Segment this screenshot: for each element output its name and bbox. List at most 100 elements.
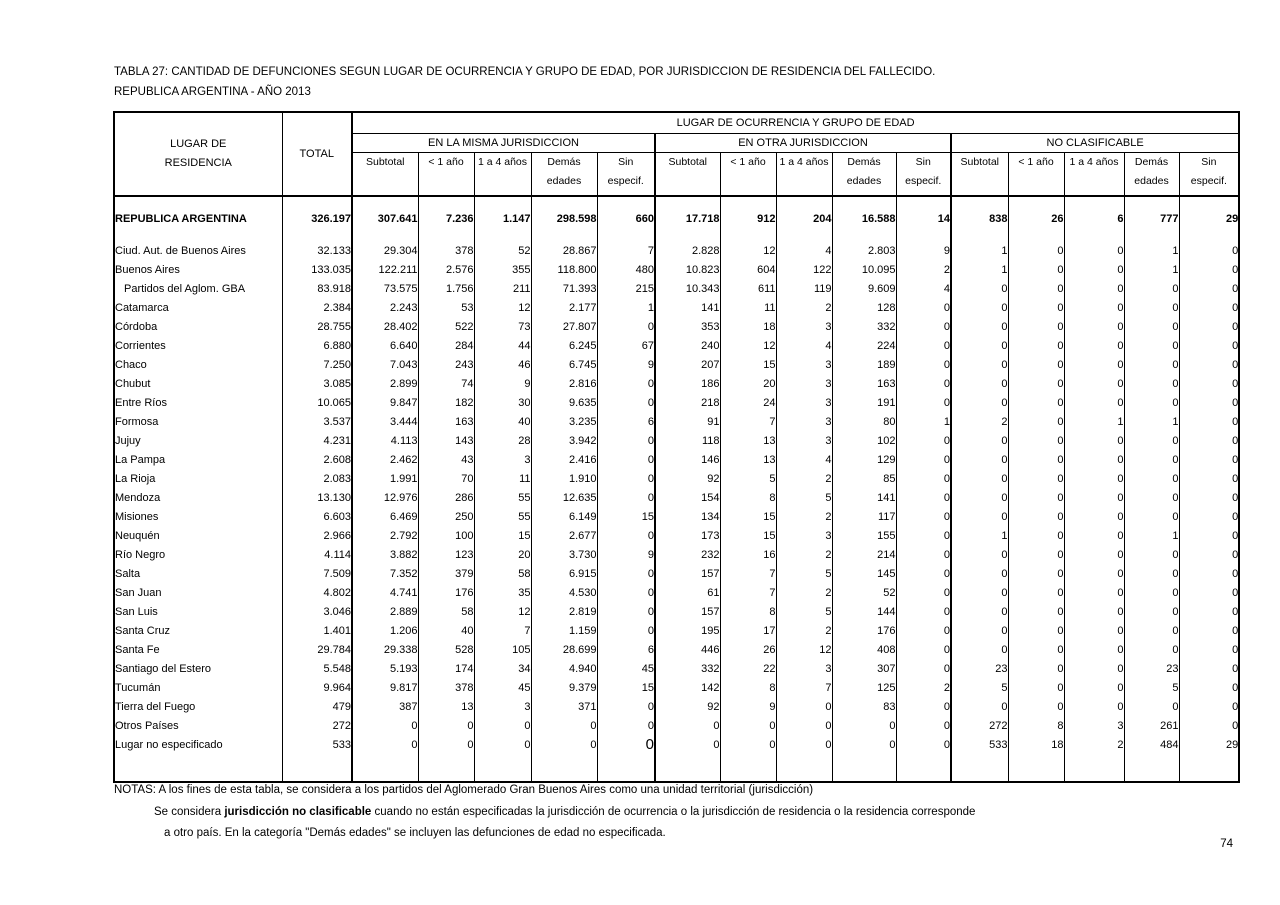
- data-cell: 2.384: [281, 298, 352, 317]
- data-cell: 157: [654, 564, 720, 583]
- data-cell: 5: [775, 488, 832, 507]
- data-cell: 0: [1063, 659, 1124, 678]
- note-line-1: NOTAS: A los fines de esta tabla, se con…: [114, 784, 814, 796]
- data-cell: 2.803: [831, 241, 896, 260]
- data-cell: 55: [473, 488, 531, 507]
- table-row: Corrientes 6.880 6.640 284 44 6.245 67 240 12 4 22…: [114, 336, 1240, 355]
- data-cell: 0: [1178, 678, 1240, 697]
- data-cell: 0: [596, 526, 655, 545]
- data-cell: 0: [473, 716, 531, 735]
- data-cell: 3: [775, 431, 832, 450]
- data-cell: 5: [719, 469, 776, 488]
- data-cell: 0: [1063, 241, 1124, 260]
- data-cell: 3.882: [351, 545, 418, 564]
- data-cell: 0: [1178, 241, 1240, 260]
- data-cell: 0: [950, 545, 1008, 564]
- data-cell: 9.964: [281, 678, 352, 697]
- data-cell: 0: [775, 716, 832, 735]
- data-cell: 0: [1007, 659, 1064, 678]
- data-cell: 0: [417, 716, 474, 735]
- data-cell: 1: [950, 241, 1008, 260]
- data-cell: 0: [950, 336, 1008, 355]
- data-cell: 0: [1063, 564, 1124, 583]
- table-row: Mendoza 13.130 12.976 286 55 12.635 0 154 8 5 141 0…: [114, 488, 1240, 507]
- data-cell: 0: [1178, 545, 1240, 564]
- data-cell: 118.800: [530, 260, 597, 279]
- data-cell: 0: [950, 374, 1008, 393]
- data-cell: 0: [1007, 469, 1064, 488]
- data-cell: 5.193: [351, 659, 418, 678]
- data-cell: 0: [1063, 697, 1124, 716]
- data-cell: 154: [654, 488, 720, 507]
- data-cell: 211: [473, 279, 531, 298]
- row-label: Partidos del Aglom. GBA: [124, 282, 246, 295]
- data-cell: 3: [1063, 716, 1124, 735]
- data-cell: 16: [719, 545, 776, 564]
- data-cell: 34: [473, 659, 531, 678]
- row-label: Formosa: [115, 415, 159, 428]
- data-cell: 145: [831, 564, 896, 583]
- data-cell: [473, 754, 531, 782]
- data-cell: 408: [831, 640, 896, 659]
- data-cell: 298.598: [530, 196, 597, 241]
- data-cell: 102: [831, 431, 896, 450]
- data-cell: 6.469: [351, 507, 418, 526]
- data-cell: 1: [895, 412, 951, 431]
- data-cell: 71.393: [530, 279, 597, 298]
- data-cell: 0: [895, 583, 951, 602]
- data-cell: [1123, 754, 1179, 782]
- data-cell: 7.043: [351, 355, 418, 374]
- data-cell: 3: [775, 659, 832, 678]
- data-cell: 0: [1123, 317, 1179, 336]
- data-cell: 3: [775, 526, 832, 545]
- data-cell: 7.236: [417, 196, 474, 241]
- table-row: [114, 754, 1240, 782]
- col-header-sub-0-1: < 1 año: [417, 152, 474, 197]
- col-header-sub-2-0: Subtotal: [950, 152, 1008, 197]
- data-cell: 15: [596, 507, 655, 526]
- data-cell: 224: [831, 336, 896, 355]
- data-cell: 0: [895, 735, 951, 754]
- data-cell: 2: [775, 469, 832, 488]
- table-row: San Juan 4.802 4.741 176 35 4.530 0 61 7 2 52 0 0 0 0 0…: [114, 583, 1240, 602]
- data-cell: 0: [895, 450, 951, 469]
- data-cell: 0: [1007, 279, 1064, 298]
- data-cell: 0: [895, 697, 951, 716]
- data-cell: 176: [417, 583, 474, 602]
- data-cell: 143: [417, 431, 474, 450]
- note-line-2: Se considera jurisdicción no clasificabl…: [154, 805, 976, 818]
- row-label: La Pampa: [115, 453, 166, 466]
- data-cell: 0: [1007, 317, 1064, 336]
- data-cell: 533: [281, 735, 352, 754]
- data-cell: 0: [596, 469, 655, 488]
- data-cell: 0: [1007, 678, 1064, 697]
- data-cell: 0: [1063, 260, 1124, 279]
- data-cell: 0: [895, 526, 951, 545]
- data-cell: 2.608: [281, 450, 352, 469]
- data-cell: 0: [1123, 507, 1179, 526]
- data-cell: 26: [719, 640, 776, 659]
- data-cell: 4.114: [281, 545, 352, 564]
- data-cell: 0: [895, 374, 951, 393]
- col-header-group-title: LUGAR DE OCURRENCIA Y GRUPO DE EDAD: [350, 112, 1240, 134]
- data-cell: 2.083: [281, 469, 352, 488]
- data-cell: 0: [596, 374, 655, 393]
- data-cell: 0: [1178, 602, 1240, 621]
- data-cell: 2.416: [530, 450, 597, 469]
- table-row: Formosa 3.537 3.444 163 40 3.235 6 91 7 3 80 1 2 0 1 1 0: [114, 412, 1240, 431]
- data-cell: 0: [1063, 317, 1124, 336]
- data-cell: 174: [417, 659, 474, 678]
- data-cell: 0: [895, 488, 951, 507]
- row-label: San Juan: [115, 586, 162, 599]
- data-cell: 0: [1123, 545, 1179, 564]
- data-cell: 2: [775, 298, 832, 317]
- data-cell: 58: [417, 602, 474, 621]
- data-cell: 232: [654, 545, 720, 564]
- row-label: La Rioja: [115, 472, 156, 485]
- col-header-sub-1-4: Sin especif.: [895, 152, 951, 197]
- data-cell: 157: [654, 602, 720, 621]
- data-cell: 0: [895, 545, 951, 564]
- table-row: Chaco 7.250 7.043 243 46 6.745 9 207 15 3 189 0 0 0 0 0…: [114, 355, 1240, 374]
- data-cell: 0: [1007, 412, 1064, 431]
- row-label: San Luis: [115, 605, 158, 618]
